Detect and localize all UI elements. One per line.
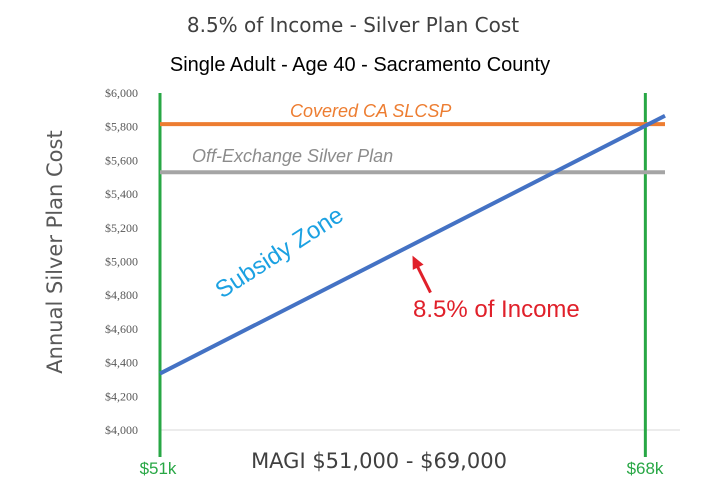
x-axis-label: MAGI $51,000 - $69,000 (251, 449, 507, 473)
y-tick-label: $5,000 (105, 255, 138, 269)
series-line-8-5-percent (159, 113, 666, 376)
chart-title: 8.5% of Income - Silver Plan Cost (187, 13, 519, 37)
y-tick-label: $5,200 (105, 221, 138, 235)
marker-label-51k: $51k (140, 459, 177, 478)
series-label-off-exchange: Off-Exchange Silver Plan (192, 146, 393, 166)
y-tick-label: $4,800 (105, 288, 138, 302)
plot-area (158, 93, 680, 457)
y-tick-label: $5,400 (105, 187, 138, 201)
y-tick-label: $5,600 (105, 153, 138, 167)
series-label-slcsp: Covered CA SLCSP (290, 101, 451, 121)
y-tick-labels: $4,000 $4,200 $4,400 $4,600 $4,800 $5,000 $5,2… (105, 86, 138, 437)
annotation-arrow-head (412, 255, 424, 270)
y-tick-label: $4,000 (105, 423, 138, 437)
y-tick-label: $4,600 (105, 322, 138, 336)
marker-label-68k: $68k (627, 459, 664, 478)
y-axis-label: Annual Silver Plan Cost (43, 130, 67, 373)
y-tick-label: $5,800 (105, 120, 138, 134)
y-tick-label: $4,200 (105, 389, 138, 403)
y-tick-label: $6,000 (105, 86, 138, 100)
annotation-8-5-percent: 8.5% of Income (413, 296, 580, 323)
y-tick-label: $4,400 (105, 356, 138, 370)
annotation-arrow-shaft (414, 261, 432, 294)
chart-subtitle: Single Adult - Age 40 - Sacramento Count… (170, 54, 550, 76)
